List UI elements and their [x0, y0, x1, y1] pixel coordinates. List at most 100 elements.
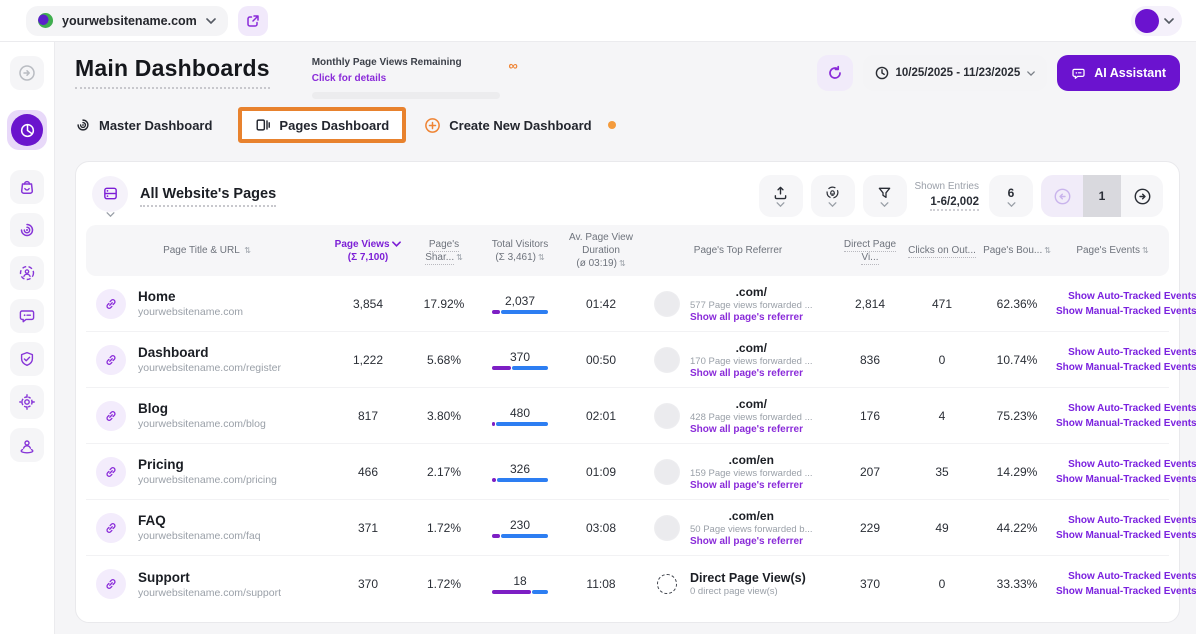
show-manual-tracked-events-link[interactable]: Show Manual-Tracked Events [1056, 586, 1196, 597]
bounce-rate-value: 75.23% [996, 408, 1038, 423]
sidebar-item-privacy[interactable] [10, 342, 44, 376]
avg-duration-value: 00:50 [585, 352, 617, 367]
direct-views-value: 207 [859, 464, 881, 479]
table-row: FAQ yourwebsitename.com/faq 371 1.72% 23… [86, 500, 1196, 556]
ai-assistant-button[interactable]: AI Assistant [1057, 55, 1180, 91]
sidebar-collapse-button[interactable] [10, 56, 44, 90]
outbound-clicks-value: 0 [938, 577, 946, 591]
sidebar-item-settings[interactable] [10, 385, 44, 419]
shown-entries: Shown Entries 1-6/2,002 [915, 181, 979, 211]
visitors-bar [492, 590, 548, 594]
total-visitors-cell: 2,037 [480, 294, 560, 314]
column-header-outbound-clicks[interactable]: Clicks on Out... [908, 245, 976, 258]
date-range-picker[interactable]: 10/25/2025 - 11/23/2025 [862, 55, 1048, 91]
column-header-bounce[interactable]: Page's Bou... ⇅ [983, 245, 1051, 256]
sidebar-item-visitors[interactable] [10, 256, 44, 290]
page-title: Pricing [138, 457, 184, 472]
chevron-down-icon [205, 17, 216, 24]
tab-create-new-dashboard[interactable]: Create New Dashboard [424, 117, 616, 134]
tab-pages-dashboard[interactable]: Pages Dashboard [238, 107, 407, 143]
show-manual-tracked-events-link[interactable]: Show Manual-Tracked Events [1056, 529, 1196, 541]
pages-table-card: All Website's Pages [75, 161, 1196, 623]
column-header-page-views[interactable]: Page Views (Σ 7,100) [328, 238, 408, 264]
column-header-direct-views[interactable]: Direct Page Vi... [843, 238, 897, 265]
page-link-icon[interactable] [96, 456, 126, 487]
table-body: Home yourwebsitename.com 3,854 17.92% 2,… [86, 276, 1196, 612]
tab-label: Create New Dashboard [449, 117, 592, 133]
show-all-referrer-link[interactable]: Show all page's referrer [690, 535, 803, 547]
show-auto-tracked-events-link[interactable]: Show Auto-Tracked Events [1068, 514, 1196, 526]
sidebar-item-behavior[interactable] [10, 213, 44, 247]
show-all-referrer-link[interactable]: Show all page's referrer [690, 311, 803, 323]
show-auto-tracked-events-link[interactable]: Show Auto-Tracked Events [1068, 458, 1196, 470]
page-size-selector[interactable]: 6 [989, 175, 1033, 217]
chevron-down-icon [106, 211, 114, 217]
shown-entries-value: 1-6/2,002 [930, 196, 979, 211]
page-events-cell: Show Auto-Tracked Events Show Manual-Tra… [1056, 291, 1196, 317]
website-name: yourwebsitename.com [62, 13, 197, 28]
top-referrer-cell: .com/ 428 Page views forwarded ... Show … [642, 397, 834, 435]
total-visitors-value: 370 [509, 349, 531, 364]
bounce-rate-value: 62.36% [996, 296, 1038, 311]
page-link-icon[interactable] [96, 512, 126, 543]
shield-check-icon [18, 350, 36, 368]
referrer-title: .com/ [735, 396, 767, 411]
show-all-referrer-link[interactable]: Show all page's referrer [690, 423, 803, 435]
page-title: FAQ [138, 513, 166, 528]
column-header-page-share[interactable]: Page's Shar... ⇅ [425, 238, 463, 265]
total-visitors-cell: 480 [480, 406, 560, 426]
previous-page-button[interactable] [1041, 175, 1083, 217]
column-header-avg-duration[interactable]: Av. Page View Duration (ø 03:19) ⇅ [569, 232, 633, 269]
pages-dashboard-icon [255, 117, 271, 133]
avg-duration-value: 11:08 [586, 577, 616, 591]
show-manual-tracked-events-link[interactable]: Show Manual-Tracked Events [1056, 361, 1196, 373]
page-link-icon[interactable] [96, 344, 126, 375]
table-type-selector[interactable] [92, 175, 128, 217]
page-link-icon[interactable] [96, 400, 126, 431]
total-visitors-value: 18 [513, 574, 527, 588]
page-url: yourwebsitename.com/register [138, 362, 281, 374]
top-referrer-cell: .com/ 170 Page views forwarded ... Show … [642, 341, 834, 379]
page-events-cell: Show Auto-Tracked Events Show Manual-Tra… [1056, 347, 1196, 373]
alerts-button[interactable] [810, 175, 855, 217]
show-manual-tracked-events-link[interactable]: Show Manual-Tracked Events [1056, 305, 1196, 317]
page-share-value: 1.72% [426, 577, 462, 591]
show-manual-tracked-events-link[interactable]: Show Manual-Tracked Events [1056, 417, 1196, 429]
sidebar-item-dashboards[interactable] [7, 110, 47, 150]
show-all-referrer-link[interactable]: Show all page's referrer [690, 367, 803, 379]
referrer-title: .com/en [728, 508, 774, 523]
show-auto-tracked-events-link[interactable]: Show Auto-Tracked Events [1068, 290, 1196, 302]
sidebar-item-conversions[interactable] [10, 170, 44, 204]
show-all-referrer-link[interactable]: Show all page's referrer [690, 479, 803, 491]
show-auto-tracked-events-link[interactable]: Show Auto-Tracked Events [1068, 346, 1196, 358]
show-auto-tracked-events-link[interactable]: Show Auto-Tracked Events [1068, 571, 1196, 582]
tab-master-dashboard[interactable]: Master Dashboard [75, 117, 212, 133]
page-link-icon[interactable] [96, 288, 126, 319]
sort-filter-icon: ⇅ [244, 246, 251, 255]
next-page-button[interactable] [1121, 175, 1163, 217]
arrow-circle-right-icon [1134, 188, 1150, 204]
referrer-favicon [657, 574, 677, 594]
open-website-button[interactable] [237, 5, 268, 36]
sidebar-item-location[interactable] [10, 428, 44, 462]
outbound-clicks-value: 35 [935, 464, 949, 479]
referrer-favicon [654, 346, 680, 373]
website-selector[interactable]: yourwebsitename.com [26, 5, 228, 36]
sidebar-item-communication[interactable] [10, 299, 44, 333]
quota-details-link[interactable]: Click for details [311, 73, 387, 84]
referrer-title: .com/en [728, 452, 774, 467]
table-header-row: Page Title & URL ⇅ Page Views (Σ 7,100) … [86, 225, 1169, 276]
direct-views-value: 229 [859, 520, 881, 535]
show-auto-tracked-events-link[interactable]: Show Auto-Tracked Events [1068, 402, 1196, 414]
column-header-title[interactable]: Page Title & URL ⇅ [163, 245, 251, 256]
page-url: yourwebsitename.com [138, 306, 244, 318]
export-button[interactable] [758, 175, 803, 217]
refresh-button[interactable] [816, 55, 853, 91]
filter-button[interactable] [862, 175, 907, 217]
page-link-icon[interactable] [96, 569, 126, 599]
show-manual-tracked-events-link[interactable]: Show Manual-Tracked Events [1056, 473, 1196, 485]
column-header-events[interactable]: Page's Events ⇅ [1076, 245, 1149, 256]
user-menu[interactable] [1131, 5, 1182, 36]
column-header-total-visitors[interactable]: Total Visitors (Σ 3,461) ⇅ [491, 238, 549, 263]
